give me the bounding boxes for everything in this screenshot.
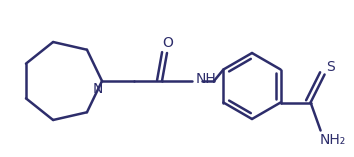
Text: N: N xyxy=(93,82,103,96)
Text: NH₂: NH₂ xyxy=(319,133,346,147)
Text: S: S xyxy=(326,60,335,73)
Text: O: O xyxy=(162,36,173,50)
Text: NH: NH xyxy=(196,72,216,86)
